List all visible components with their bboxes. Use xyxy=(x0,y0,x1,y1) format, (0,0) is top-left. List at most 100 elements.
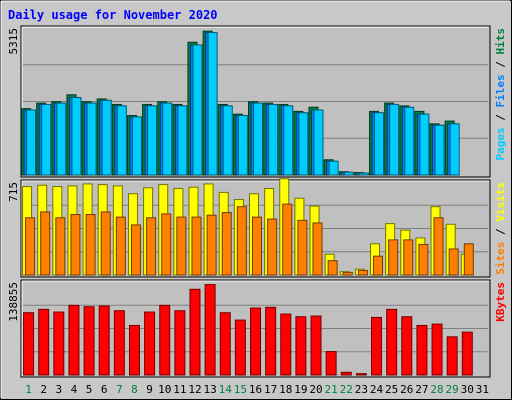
legend-files: Files xyxy=(494,74,507,107)
bar-kbytes xyxy=(386,308,398,376)
bar-pages xyxy=(177,105,188,176)
x-tick-label: 14 xyxy=(219,383,233,396)
x-tick-label: 8 xyxy=(131,383,138,396)
bar-pages xyxy=(449,123,460,176)
legend-/: / xyxy=(494,222,507,242)
bar-pages xyxy=(268,103,279,176)
x-tick-label: 11 xyxy=(173,383,186,396)
bar-pages xyxy=(404,106,415,176)
bar-kbytes xyxy=(250,307,261,376)
x-tick-label: 15 xyxy=(234,383,247,396)
x-tick-label: 13 xyxy=(203,383,216,396)
bar-sites xyxy=(55,217,66,276)
bar-sites xyxy=(206,214,217,276)
bar-kbytes xyxy=(219,312,231,376)
bar-sites xyxy=(297,219,308,276)
y-max-label: 5315 xyxy=(7,28,20,55)
bar-kbytes xyxy=(401,316,413,376)
bar-pages xyxy=(207,32,218,176)
series-legend: Sites / Visits xyxy=(494,182,507,275)
bar-pages xyxy=(41,103,52,176)
x-tick-label: 31 xyxy=(476,383,489,396)
bar-pages xyxy=(374,112,385,176)
bar-pages xyxy=(237,115,248,176)
bar-kbytes xyxy=(280,313,292,376)
bar-kbytes xyxy=(68,304,80,376)
bar-sites xyxy=(373,255,384,276)
bar-pages xyxy=(222,105,233,176)
bar-sites xyxy=(70,214,81,276)
bar-kbytes xyxy=(310,315,322,376)
bar-sites xyxy=(327,260,338,276)
bar-kbytes xyxy=(446,336,458,376)
legend-hits: Hits xyxy=(494,28,507,55)
x-tick-label: 21 xyxy=(325,383,338,396)
bar-pages xyxy=(328,160,339,176)
bar-sites xyxy=(191,216,202,276)
x-tick-label: 26 xyxy=(400,383,413,396)
bar-pages xyxy=(116,105,127,176)
x-tick-label: 16 xyxy=(249,383,262,396)
bar-kbytes xyxy=(234,319,246,376)
x-tick-label: 22 xyxy=(340,383,353,396)
bar-pages xyxy=(86,102,97,176)
bar-sites xyxy=(221,212,232,276)
bar-sites xyxy=(342,271,353,276)
bar-sites xyxy=(433,217,444,276)
x-axis-labels: 1 2 3 4 5 6 7 8 9 10 11 12 13 14 15 16 17 18 19 20 21 22 23 24 2… xyxy=(25,383,489,396)
bar-kbytes xyxy=(265,306,277,376)
legend-visits: Visits xyxy=(494,182,507,222)
bar-sites xyxy=(267,218,278,276)
x-tick-label: 1 xyxy=(25,383,32,396)
x-tick-label: 19 xyxy=(294,383,307,396)
bar-kbytes xyxy=(83,306,95,376)
bar-kbytes xyxy=(371,316,383,376)
bar-pages xyxy=(313,109,324,176)
bar-sites xyxy=(146,217,157,276)
legend-/: / xyxy=(494,108,507,128)
x-tick-label: 20 xyxy=(309,383,322,396)
panel-visits-sites: 715 Sites / Visits xyxy=(7,178,507,278)
x-tick-label: 4 xyxy=(71,383,78,396)
x-tick-label: 3 xyxy=(56,383,63,396)
bar-kbytes xyxy=(174,310,186,376)
bar-kbytes xyxy=(144,311,156,376)
x-tick-label: 29 xyxy=(446,383,459,396)
legend-pages: Pages xyxy=(494,127,507,160)
chart-title: Daily usage for November 2020 xyxy=(8,8,218,22)
bar-pages xyxy=(253,102,263,176)
bar-kbytes xyxy=(431,323,443,376)
bar-sites xyxy=(282,203,293,276)
x-tick-label: 6 xyxy=(101,383,108,396)
bar-sites xyxy=(115,216,126,276)
bar-kbytes xyxy=(204,284,216,376)
x-tick-label: 10 xyxy=(158,383,171,396)
bar-sites xyxy=(236,206,247,276)
x-tick-label: 17 xyxy=(264,383,277,396)
bar-sites xyxy=(388,239,399,276)
legend-/: / xyxy=(494,55,507,75)
bar-kbytes xyxy=(461,331,473,376)
bar-sites xyxy=(100,211,111,276)
bar-kbytes xyxy=(23,312,35,376)
bar-kbytes xyxy=(340,371,352,376)
series-legend: KBytes xyxy=(494,282,507,322)
bar-sites xyxy=(25,217,36,276)
bar-pages xyxy=(434,124,445,176)
bar-pages xyxy=(101,99,112,176)
x-tick-label: 24 xyxy=(370,383,384,396)
bar-sites xyxy=(463,243,474,276)
bar-kbytes xyxy=(128,324,140,376)
bar-pages xyxy=(26,109,37,176)
bar-sites xyxy=(312,222,323,276)
x-tick-label: 30 xyxy=(461,383,474,396)
bar-sites xyxy=(403,239,414,276)
bar-pages xyxy=(192,44,203,176)
bar-sites xyxy=(418,243,429,276)
bar-pages xyxy=(56,102,67,176)
bar-kbytes xyxy=(416,324,428,376)
x-tick-label: 27 xyxy=(415,383,428,396)
x-tick-label: 28 xyxy=(430,383,443,396)
panels-layer: 5315 Pages / Files / Hits 715 Sites / Visit… xyxy=(7,25,507,378)
